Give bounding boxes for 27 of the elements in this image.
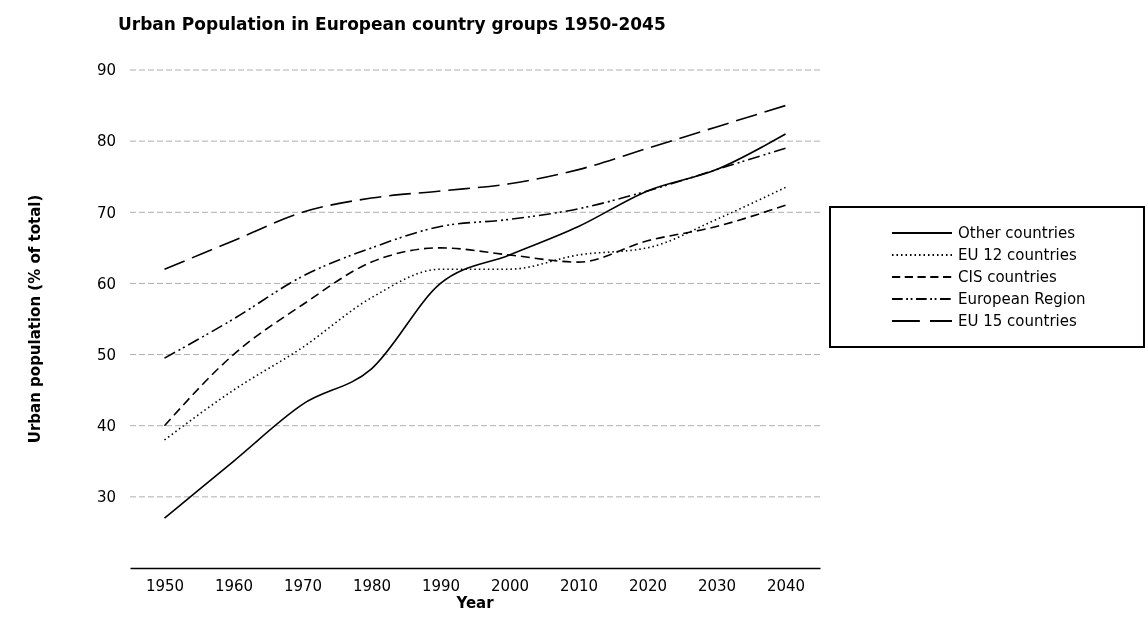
legend-label: EU 12 countries — [958, 246, 1077, 264]
x-tick-label: 2040 — [766, 576, 806, 595]
x-tick-label: 1950 — [145, 576, 185, 595]
x-tick-label: 2000 — [490, 576, 530, 595]
y-tick-label: 80 — [96, 132, 116, 151]
y-tick-label: 50 — [96, 345, 116, 364]
legend-label: EU 15 countries — [958, 312, 1077, 330]
y-tick-label: 40 — [96, 417, 116, 436]
x-tick-label: 1980 — [352, 576, 392, 595]
x-tick-label: 2010 — [559, 576, 599, 595]
x-tick-label: 1960 — [214, 576, 254, 595]
y-tick-label: 60 — [96, 274, 116, 293]
x-tick-label: 1990 — [421, 576, 461, 595]
line-series — [163, 104, 787, 270]
y-tick-label: 70 — [96, 203, 116, 222]
y-axis-title: Urban population (% of total) — [26, 194, 44, 444]
y-tick-label: 30 — [96, 488, 116, 507]
x-tick-label: 1970 — [283, 576, 323, 595]
line-series — [163, 133, 787, 519]
x-tick-label: 2020 — [628, 576, 668, 595]
legend-label: CIS countries — [958, 268, 1058, 286]
y-tick-label: 90 — [96, 61, 116, 80]
legend-label: Other countries — [958, 224, 1076, 242]
legend-label: European Region — [958, 290, 1086, 308]
chart-title: Urban Population in European country groups 1950-2045 — [118, 14, 666, 34]
x-axis-title: Year — [455, 594, 495, 612]
x-tick-label: 2030 — [697, 576, 737, 595]
